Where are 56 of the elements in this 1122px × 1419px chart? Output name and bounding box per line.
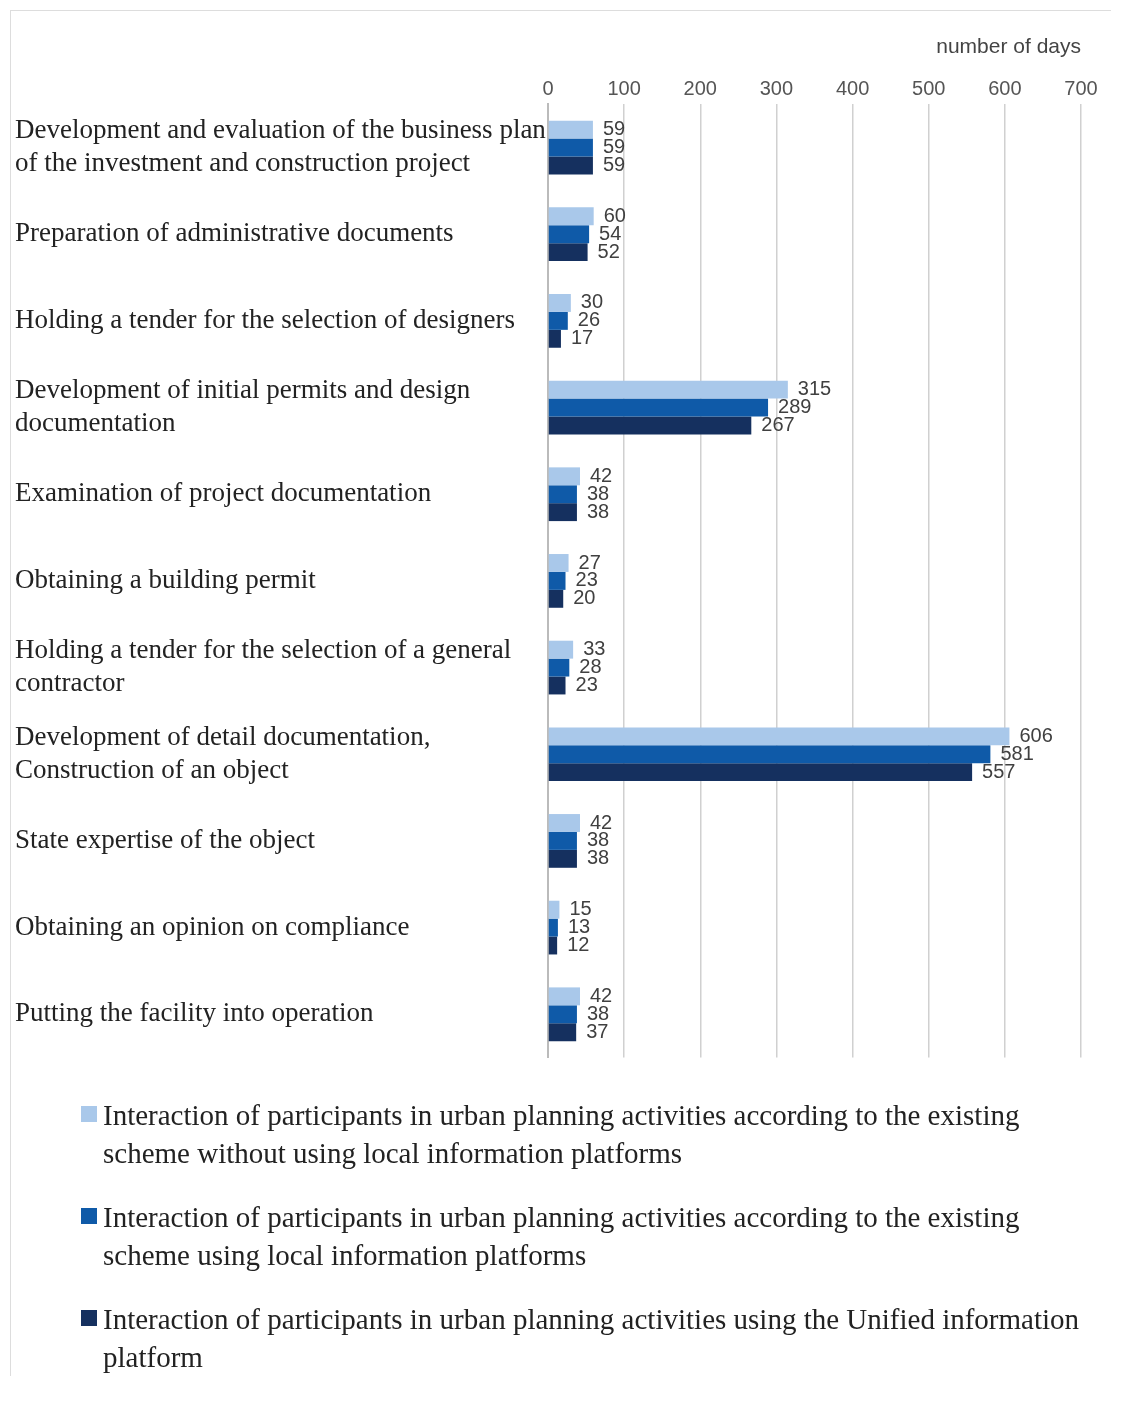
bar [548,207,594,226]
bar [548,571,566,590]
bar [548,416,752,435]
y-tick-label: Holding a tender for the selection of a general contractor [15,634,512,697]
y-tick-label: Preparation of administrative documents [15,217,454,248]
bar [548,1023,577,1042]
bar [548,676,566,695]
bar [548,243,588,262]
x-tick-label: 400 [835,76,870,99]
x-tick-label: 700 [1064,76,1098,99]
y-tick-label: Obtaining an opinion on compliance [15,910,410,941]
bar [548,485,577,504]
bar [548,918,558,937]
bar [548,745,991,764]
bar [548,225,590,244]
x-tick-label: 500 [912,76,946,99]
bar [548,329,561,348]
y-tick-label: State expertise of the object [15,824,316,855]
bar [548,398,769,417]
bar [548,1005,577,1024]
y-tick-label: Examination of project documentation [15,477,432,508]
x-tick-label: 200 [683,76,717,99]
legend-label: Interaction of participants in urban planning activities using the Unified information platform [103,1302,1081,1375]
y-tick-label: Development and evaluation of the business plan of the investment and construction project [15,114,547,177]
bar [548,467,580,486]
bar [548,849,577,868]
bar [548,727,1010,746]
bar [548,554,569,572]
x-tick-label: 100 [607,76,641,99]
x-tick-label: 0 [542,76,554,99]
bar [548,936,558,955]
legend-label: Interaction of participants in urban planning activities according to the existing scheme using local information platforms [103,1200,1021,1273]
bar [548,120,593,139]
bar [548,900,560,919]
y-tick-label: Obtaining a building permit [15,563,317,594]
bar [548,380,788,399]
bar [548,138,593,157]
bar [548,987,580,1006]
legend-label: Interaction of participants in urban planning activities according to the existing scheme without using local information platforms [103,1098,1021,1171]
y-tick-label: Development of detail documentation, Construction of an object [15,721,431,784]
bar [548,156,593,175]
bar [548,831,577,850]
y-tick-label: Holding a tender for the selection of designers [15,303,516,334]
bar [548,503,577,522]
bar [548,294,571,312]
bar [548,589,564,608]
bar [548,658,570,677]
x-axis-title: number of days [936,34,1081,58]
y-tick-label: Development of initial permits and design documentation [15,374,471,437]
x-tick-label: 300 [759,76,794,99]
x-tick-label: 600 [988,76,1022,99]
y-tick-label: Putting the facility into operation [15,997,374,1028]
bar [548,311,568,330]
bar [548,814,580,832]
bar [548,763,973,782]
bar [548,640,574,659]
